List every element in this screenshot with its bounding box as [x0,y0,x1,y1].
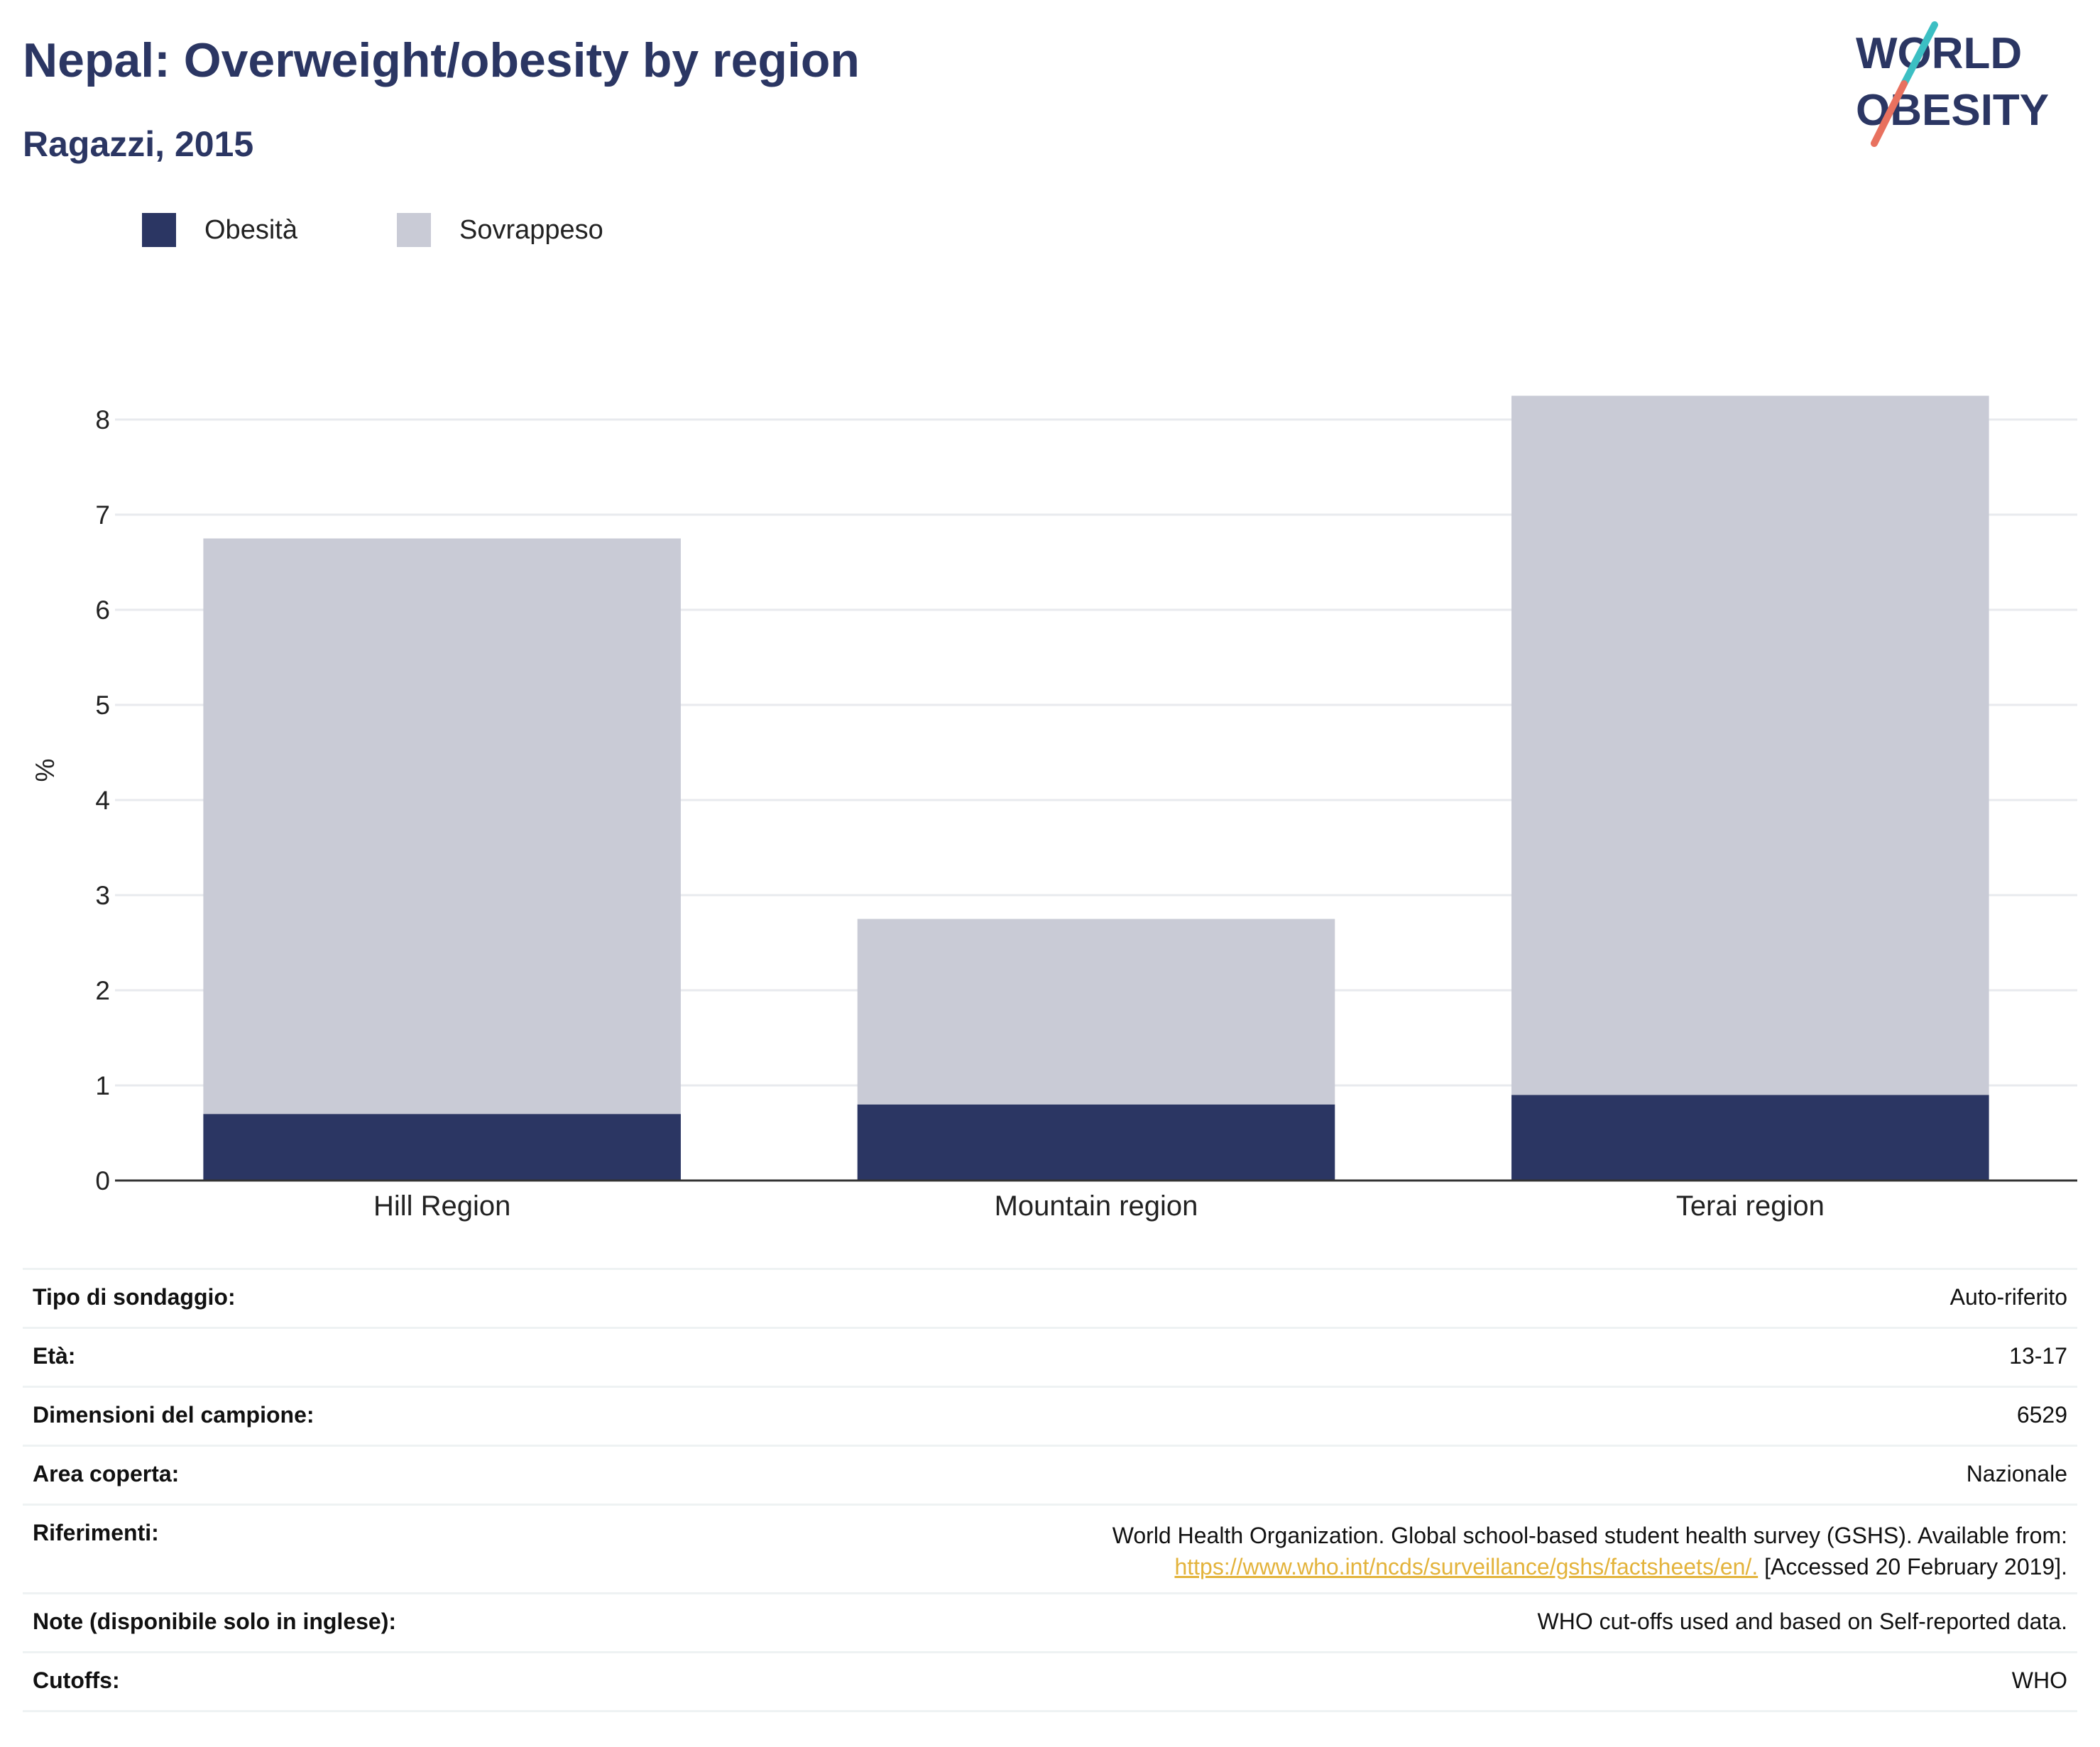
info-value-sample-size: 6529 [2016,1402,2067,1428]
x-tick-label-2: Mountain region [995,1190,1198,1222]
info-label-cutoffs: Cutoffs: [33,1667,120,1693]
bar-overweight-3 [1511,395,1989,1095]
reference-link[interactable]: https://www.who.int/ncds/surveillance/gs… [1174,1554,1759,1579]
logo-line-1: WORLD [1856,29,2022,78]
info-value-references: World Health Organization. Global school… [1112,1520,2067,1582]
info-label-references: Riferimenti: [33,1520,159,1545]
info-value-area-covered: Nazionale [1966,1461,2067,1486]
logo-slash-teal [1901,21,1938,87]
info-label-area-covered: Area coperta: [33,1461,180,1486]
info-row-notes: Note (disponibile solo in inglese): WHO … [23,1594,2077,1653]
y-tick-label-3: 3 [95,881,110,910]
bar-obesity-2 [857,1104,1335,1181]
reference-accessed: [Accessed 20 February 2019]. [1758,1554,2067,1579]
bar-overweight-1 [203,538,681,1115]
info-value-cutoffs: WHO [2011,1667,2067,1693]
legend-swatch-obesity [142,213,176,247]
info-label-survey-type: Tipo di sondaggio: [33,1284,236,1310]
legend-label-obesity: Obesità [204,214,297,245]
x-tick-label-1: Hill Region [373,1190,510,1222]
info-row-references: Riferimenti: World Health Organization. … [23,1506,2077,1594]
y-tick-label-6: 6 [95,596,110,625]
info-row-area-covered: Area coperta: Nazionale [23,1447,2077,1506]
y-tick-label-7: 7 [95,500,110,530]
logo-slash-coral [1871,80,1908,147]
info-value-notes: WHO cut-offs used and based on Self-repo… [1537,1609,2068,1634]
y-tick-label-0: 0 [95,1166,110,1195]
info-label-age: Età: [33,1343,76,1369]
bar-overweight-2 [857,919,1335,1105]
info-label-notes: Note (disponibile solo in inglese): [33,1609,397,1634]
reference-text: World Health Organization. Global school… [1112,1523,2067,1548]
legend-swatch-overweight [396,213,431,247]
info-row-survey-type: Tipo di sondaggio: Auto-riferito [23,1270,2077,1329]
y-tick-label-4: 4 [95,786,110,815]
y-tick-label-5: 5 [95,691,110,720]
y-axis-title: % [31,759,60,782]
y-tick-label-1: 1 [95,1071,110,1100]
info-table: Tipo di sondaggio: Auto-riferito Età: 13… [23,1268,2077,1712]
info-row-cutoffs: Cutoffs: WHO [23,1653,2077,1712]
world-obesity-logo: WORLD OBESITY [1856,21,2049,147]
legend-label-overweight: Sovrappeso [459,214,603,245]
info-value-age: 13-17 [2009,1343,2067,1369]
legend-item-overweight: Sovrappeso [396,213,603,247]
bar-obesity-3 [1511,1095,1989,1181]
bar-obesity-1 [203,1114,681,1181]
chart-subtitle: Ragazzi, 2015 [23,124,254,164]
y-tick-label-8: 8 [95,405,110,434]
legend-item-obesity: Obesità [142,213,297,247]
info-row-sample-size: Dimensioni del campione: 6529 [23,1388,2077,1447]
y-tick-label-2: 2 [95,976,110,1005]
chart-title: Nepal: Overweight/obesity by region [23,33,860,87]
chart-legend: Obesità Sovrappeso [142,212,703,248]
info-row-age: Età: 13-17 [23,1329,2077,1388]
info-value-survey-type: Auto-riferito [1949,1284,2067,1310]
info-label-sample-size: Dimensioni del campione: [33,1402,315,1428]
bar-chart: 0 1 2 3 4 5 6 7 8% Hill Region Mountain region Tera… [31,395,2077,1222]
x-tick-label-3: Terai region [1676,1190,1825,1222]
